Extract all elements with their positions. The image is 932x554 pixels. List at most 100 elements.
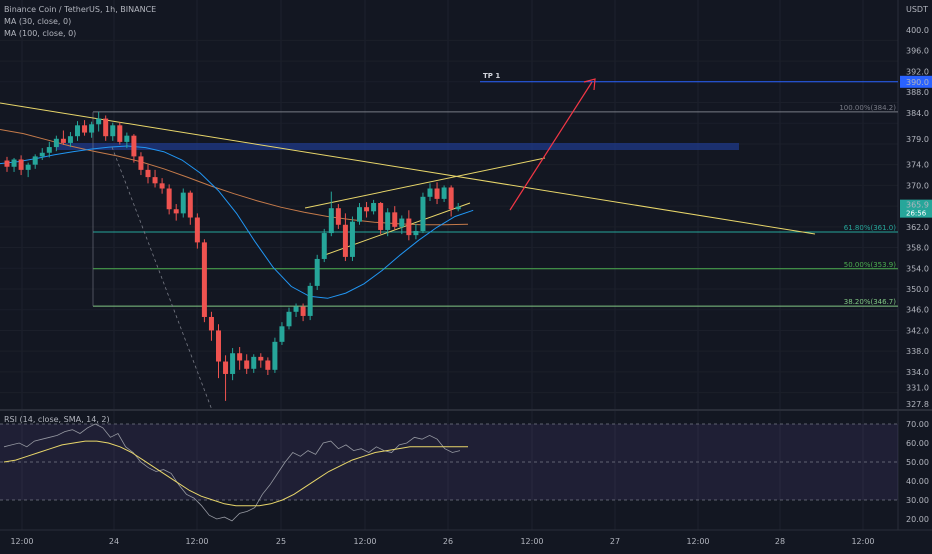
- price-tick: 379.0: [906, 135, 929, 144]
- candle-body: [307, 285, 313, 316]
- rsi-legend[interactable]: RSI (14, close, SMA, 14, 2): [4, 415, 110, 424]
- candle-41: [293, 303, 299, 317]
- candle-43: [307, 282, 313, 321]
- candle-body: [159, 183, 165, 189]
- time-tick: 12:00: [353, 537, 376, 546]
- candle-56: [399, 215, 405, 235]
- price-tick: 358.0: [906, 244, 929, 253]
- candle-54: [385, 208, 391, 237]
- price-tick: 384.0: [906, 109, 929, 118]
- candle-52: [371, 199, 377, 215]
- candle-33: [237, 347, 243, 370]
- rsi-ma-line: [3, 440, 468, 507]
- candle-32: [230, 348, 236, 381]
- candle-1: [11, 157, 17, 172]
- ma30-legend[interactable]: MA (30, close, 0): [4, 17, 72, 26]
- candle-body: [4, 160, 10, 167]
- candle-3: [25, 162, 31, 178]
- price-axis: USDT 400.0 396.0 392.0 388.0 384.0 379.0 374.0 3…: [900, 5, 932, 524]
- current-price-label: 365.9: [906, 201, 929, 210]
- candle-61: [434, 182, 440, 205]
- price-tick: 350.0: [906, 285, 929, 294]
- candle-39: [279, 322, 285, 345]
- candle-22: [159, 178, 165, 194]
- candle-body: [265, 360, 271, 370]
- countdown-label: 26:56: [906, 210, 927, 218]
- candle-body: [103, 118, 109, 137]
- candle-body: [18, 159, 24, 170]
- candle-body: [349, 221, 355, 257]
- candle-body: [216, 330, 221, 362]
- candle-body: [448, 187, 454, 210]
- candle-28: [201, 239, 207, 323]
- time-tick: 25: [276, 537, 286, 546]
- candle-body: [300, 306, 306, 316]
- candle-body: [39, 152, 45, 157]
- candle-body: [180, 192, 186, 214]
- candle-45: [321, 228, 327, 263]
- time-tick: 12:00: [10, 537, 33, 546]
- price-tick: 392.0: [906, 67, 929, 76]
- candle-body: [244, 360, 250, 369]
- candle-55: [392, 206, 398, 230]
- time-tick: 24: [109, 537, 119, 546]
- ma100-legend[interactable]: MA (100, close, 0): [4, 29, 77, 38]
- candle-body: [385, 212, 391, 230]
- candle-31: [223, 355, 229, 401]
- candle-body: [293, 306, 299, 312]
- grid-layer: [0, 0, 932, 530]
- candle-49: [349, 216, 355, 262]
- fib-618-label: 61.80%(361.0): [844, 224, 896, 232]
- candle-body: [138, 156, 144, 170]
- rsi-tick: 70.00: [906, 420, 929, 429]
- resistance-zone: [56, 143, 739, 150]
- candle-body: [258, 356, 264, 361]
- candle-14: [103, 115, 109, 141]
- target-arrowhead: [583, 78, 596, 91]
- candle-35: [251, 354, 257, 373]
- candle-body: [194, 217, 200, 243]
- candle-body: [392, 212, 398, 227]
- fib-100-label: 100.00%(384.2): [839, 104, 896, 112]
- candle-body: [60, 138, 66, 143]
- candle-body: [223, 361, 229, 374]
- rsi-panel: [0, 423, 898, 522]
- candle-body: [53, 138, 59, 148]
- candle-body: [75, 125, 80, 137]
- candle-body: [251, 356, 257, 369]
- candle-body: [406, 218, 412, 236]
- candle-27: [194, 213, 200, 249]
- candle-38: [272, 337, 278, 373]
- candle-body: [201, 242, 207, 317]
- time-tick: 26: [443, 537, 453, 546]
- candle-body: [173, 209, 179, 214]
- candle-body: [89, 124, 95, 133]
- candle-15: [110, 122, 116, 141]
- ma30-line: [0, 145, 474, 299]
- target-arrow-shaft: [509, 81, 593, 211]
- candle-13: [96, 111, 102, 132]
- rsi-band: [0, 424, 898, 500]
- candle-7: [53, 135, 59, 152]
- candle-37: [265, 357, 271, 375]
- candle-body: [152, 177, 158, 184]
- candle-57: [406, 210, 412, 241]
- price-tick: 362.0: [906, 223, 929, 232]
- time-tick: 12:00: [686, 537, 709, 546]
- candle-2: [18, 155, 24, 176]
- time-tick: 27: [610, 537, 620, 546]
- candle-body: [328, 208, 334, 234]
- candle-body: [434, 188, 440, 199]
- candle-62: [441, 185, 447, 202]
- candle-23: [166, 184, 172, 215]
- candle-12: [89, 121, 95, 138]
- candle-20: [145, 164, 151, 184]
- candle-body: [32, 156, 38, 165]
- tp-price-badge: [900, 75, 932, 88]
- candle-body: [131, 135, 137, 157]
- candle-18: [131, 134, 137, 163]
- symbol-title: Binance Coin / TetherUS, 1h, BINANCE: [4, 5, 157, 14]
- candle-17: [124, 132, 130, 149]
